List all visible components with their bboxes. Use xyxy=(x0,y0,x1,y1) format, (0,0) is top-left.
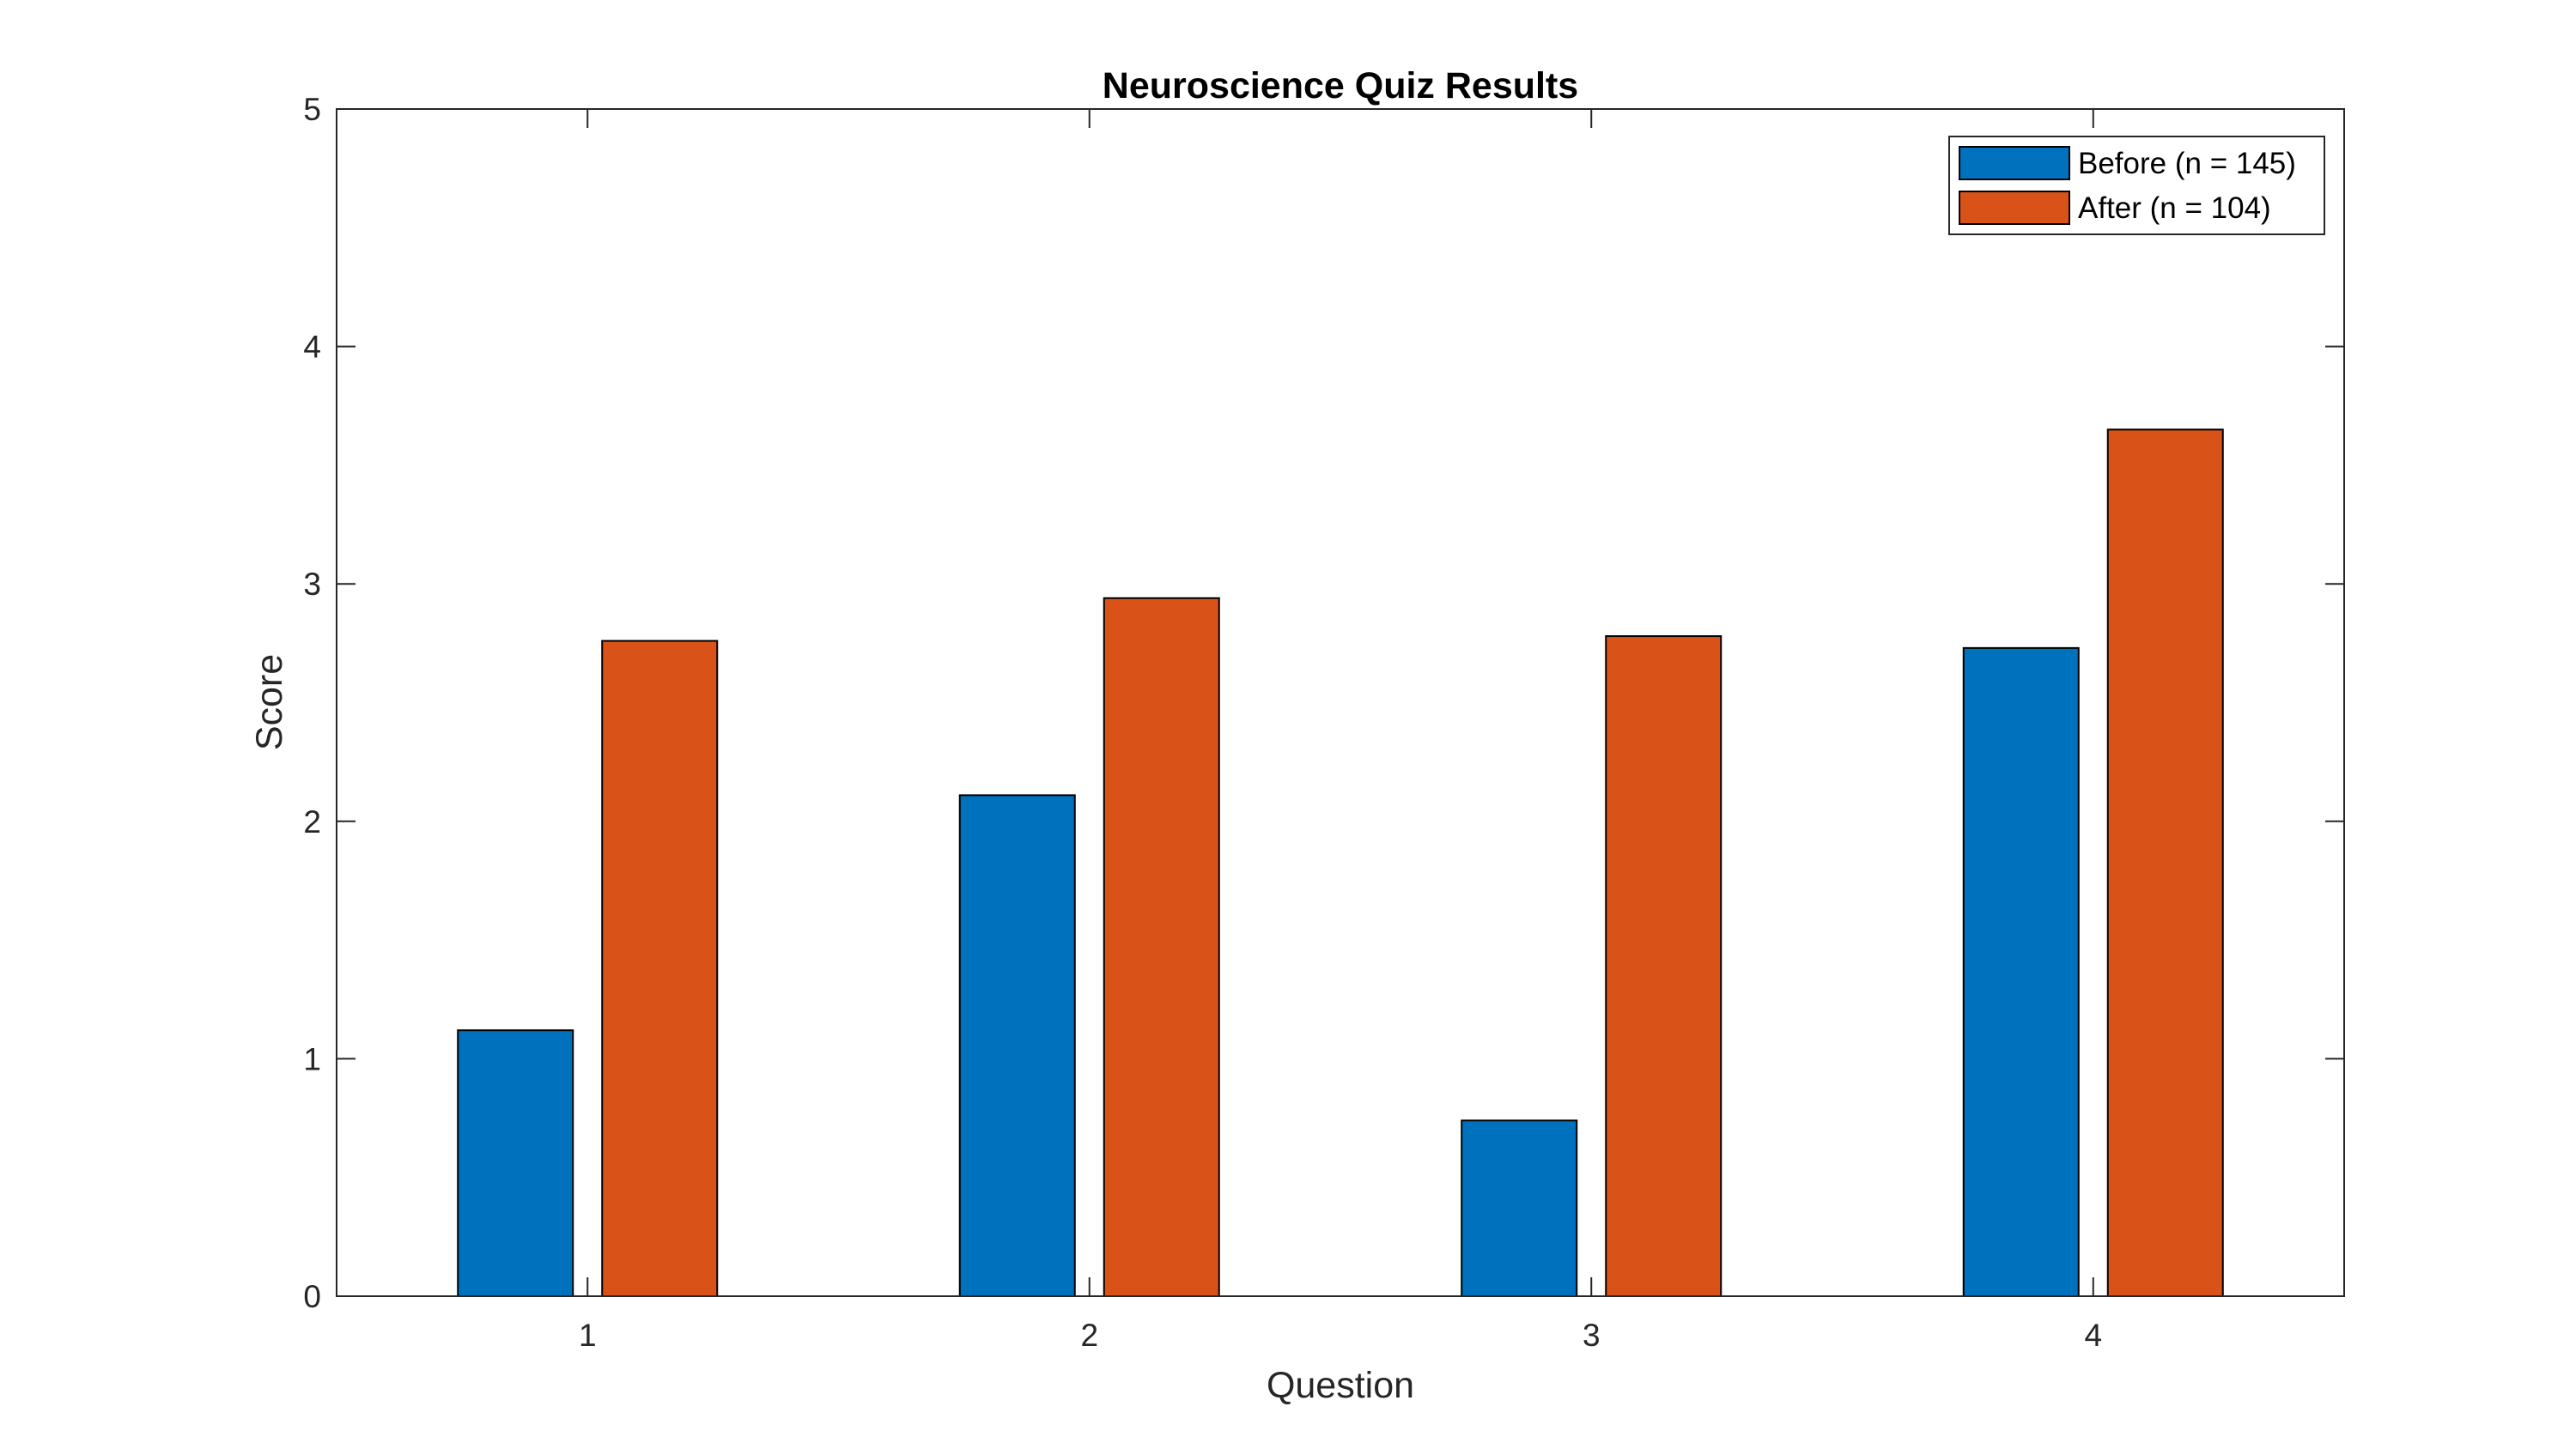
bar-after-q1 xyxy=(601,640,719,1297)
x-tick-label: 3 xyxy=(1583,1318,1601,1353)
axes-box xyxy=(336,108,2345,1297)
y-tick-label: 4 xyxy=(303,330,321,365)
bar-after-q2 xyxy=(1103,597,1220,1297)
x-tick-label: 1 xyxy=(579,1318,597,1353)
chart-title: Neuroscience Quiz Results xyxy=(1103,65,1578,106)
bar-after-q3 xyxy=(1605,635,1722,1297)
y-axis-label: Score xyxy=(249,654,290,750)
bar-before-q4 xyxy=(1962,646,2080,1297)
y-tick-label: 3 xyxy=(303,567,321,602)
bar-before-q2 xyxy=(958,794,1076,1297)
y-tick-label: 1 xyxy=(303,1041,321,1076)
legend-swatch-before xyxy=(1959,146,2070,180)
y-tick-label: 2 xyxy=(303,804,321,840)
plot-area xyxy=(457,428,2224,1298)
x-tick-label: 4 xyxy=(2084,1318,2102,1353)
axes: 0 1 2 3 4 5 1 2 3 4 xyxy=(303,92,2345,1353)
y-tick-label: 0 xyxy=(303,1279,321,1314)
legend-label-after: After (n = 104) xyxy=(2078,191,2271,225)
legend: Before (n = 145) After (n = 104) xyxy=(1948,136,2325,235)
bar-before-q3 xyxy=(1461,1119,1578,1298)
x-tick-label: 2 xyxy=(1080,1318,1098,1353)
y-tick-label: 5 xyxy=(303,92,321,127)
legend-swatch-after xyxy=(1959,191,2070,225)
bar-before-q1 xyxy=(457,1029,574,1297)
x-axis-label: Question xyxy=(1267,1365,1414,1406)
bar-after-q4 xyxy=(2106,428,2224,1298)
legend-label-before: Before (n = 145) xyxy=(2078,147,2296,180)
